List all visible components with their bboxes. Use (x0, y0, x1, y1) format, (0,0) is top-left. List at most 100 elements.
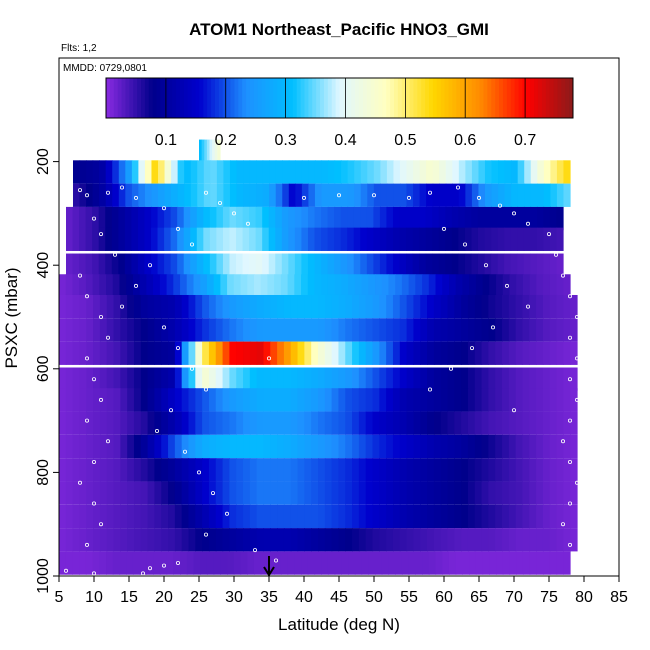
heatmap-cell (427, 458, 435, 482)
heatmap-cell (307, 274, 316, 298)
sample-point (161, 325, 166, 330)
colorbar-segment (246, 78, 251, 118)
heatmap-cell (379, 318, 387, 342)
heatmap-cell (314, 551, 322, 575)
heatmap-cell (338, 367, 346, 391)
heatmap-cell (393, 183, 401, 207)
heatmap-cell (419, 253, 427, 277)
colorbar-segment (277, 78, 282, 118)
heatmap-cell (59, 504, 67, 529)
heatmap-cell (474, 388, 483, 412)
heatmap-cell (427, 294, 435, 319)
heatmap-cell (523, 253, 531, 277)
heatmap-cell (427, 434, 435, 459)
heatmap-cell (72, 274, 80, 298)
x-tick-label: 5 (55, 589, 64, 606)
heatmap-cell (140, 411, 149, 435)
heatmap-cell (249, 227, 257, 251)
heatmap-cell (334, 206, 342, 231)
heatmap-cell (529, 367, 537, 391)
latitude-marker (263, 556, 275, 577)
heatmap-cell (168, 388, 176, 412)
heatmap-cell (432, 183, 440, 207)
heatmap-cell (297, 411, 305, 435)
heatmap-cell (508, 528, 517, 552)
x-axis: 5 10 15 20 25 30 35 40 45 50 55 60 65 70 75 80 85 (55, 576, 628, 606)
heatmap-cell (222, 318, 230, 342)
heatmap-cell (365, 388, 374, 412)
heatmap-cell (570, 458, 578, 482)
colorbar-tick-label: 0.6 (454, 132, 476, 149)
colorbar-segment (261, 78, 267, 118)
colorbar-segment (222, 78, 228, 118)
heatmap-cell (161, 434, 169, 459)
heatmap-cell (120, 341, 128, 365)
colorbar-segment (409, 78, 414, 118)
heatmap-cell (86, 341, 94, 365)
heatmap-cell (438, 206, 446, 231)
heatmap-cell (222, 341, 230, 365)
heatmap-cell (92, 227, 100, 251)
sample-points (64, 185, 580, 576)
heatmap-cell (462, 274, 470, 298)
heatmap-cell (488, 341, 496, 365)
heatmap-cell (180, 551, 188, 575)
heatmap-cell (484, 227, 492, 251)
heatmap-cell (168, 528, 176, 552)
heatmap-cell (113, 504, 121, 529)
heatmap-cell (236, 528, 244, 552)
heatmap-cell (549, 253, 558, 277)
heatmap-cell (268, 206, 276, 231)
heatmap-cell (240, 274, 248, 298)
heatmap-cell (260, 274, 269, 298)
colorbar-segment (460, 78, 465, 118)
heatmap-cell (106, 481, 115, 505)
heatmap-cell (92, 274, 100, 298)
heatmap-cell (147, 318, 156, 342)
heatmap-cell (542, 411, 551, 435)
heatmap-cell (120, 294, 128, 319)
colorbar-tick-labels: 0.1 0.2 0.3 0.4 0.5 0.6 0.7 (155, 78, 536, 149)
heatmap-cell (556, 206, 564, 231)
heatmap-cell (495, 341, 503, 365)
heatmap-cell (428, 551, 437, 575)
heatmap-cell (277, 318, 285, 342)
heatmap-cell (542, 318, 551, 342)
heatmap-cell (188, 528, 196, 552)
x-tick-label: 85 (610, 589, 628, 606)
colorbar-segment (164, 78, 169, 118)
colorbar-segment (156, 78, 161, 118)
heatmap-cell (481, 528, 489, 552)
heatmap-cell (542, 341, 551, 365)
heatmap-cell (93, 341, 101, 365)
heatmap-cell (151, 206, 159, 231)
heatmap-cell (202, 481, 210, 505)
heatmap-cell (365, 481, 374, 505)
heatmap-cell (386, 227, 394, 251)
colorbar-segment (483, 78, 488, 118)
heatmap-cell (297, 318, 305, 342)
heatmap-cell (79, 183, 87, 207)
heatmap-cell (86, 434, 94, 459)
heatmap-cell (515, 388, 524, 412)
colorbar-segment (141, 78, 146, 118)
heatmap-cell (427, 367, 435, 391)
heatmap-cell (99, 388, 108, 412)
heatmap-cell (502, 318, 510, 342)
sample-point (462, 242, 467, 247)
heatmap-cell (72, 206, 80, 231)
colorbar-segment (160, 78, 165, 118)
heatmap-cell (447, 341, 455, 365)
heatmap-cell (177, 183, 185, 207)
heatmap-cell (65, 274, 74, 298)
heatmap-cell (399, 504, 408, 529)
heatmap-cell (445, 160, 453, 184)
heatmap-cell (86, 294, 94, 319)
heatmap-cell (488, 458, 496, 482)
heatmap-cell (365, 341, 374, 365)
heatmap-cell (208, 504, 217, 529)
heatmap-cell (524, 160, 532, 184)
heatmap-cell (287, 274, 295, 298)
heatmap-cell (133, 411, 142, 435)
